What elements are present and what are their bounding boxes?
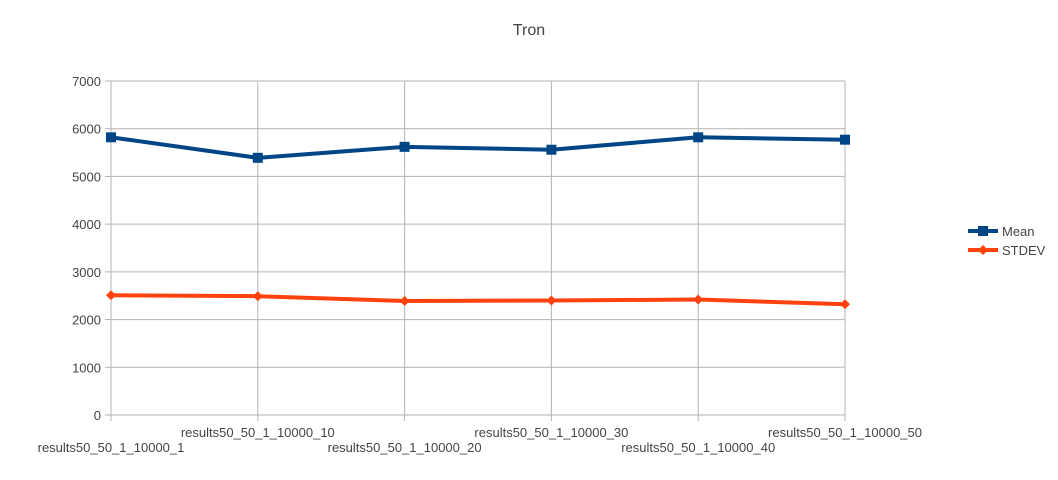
x-tick-label: results50_50_1_10000_40	[621, 440, 775, 455]
y-tick-label: 2000	[72, 313, 101, 328]
x-tick-label: results50_50_1_10000_20	[328, 440, 482, 455]
legend: Mean STDEV	[968, 224, 1046, 258]
legend-swatch-marker	[978, 226, 988, 236]
y-tick-label: 5000	[72, 169, 101, 184]
y-tick-label: 1000	[72, 360, 101, 375]
y-axis-ticks: 0 1000 2000 3000 4000 5000 6000 7000	[72, 74, 111, 423]
x-tick-label: results50_50_1_10000_10	[181, 425, 335, 440]
legend-swatch-marker	[978, 245, 988, 255]
stdev-point	[252, 291, 263, 302]
mean-point	[546, 144, 557, 155]
y-tick-label: 6000	[72, 122, 101, 137]
x-tick-label: results50_50_1_10000_30	[474, 425, 628, 440]
y-tick-label: 7000	[72, 74, 101, 89]
stdev-series	[106, 290, 850, 310]
axes	[110, 81, 845, 416]
stdev-point	[106, 290, 116, 301]
stdev-point	[693, 294, 704, 305]
x-tick-label: results50_50_1_10000_50	[768, 425, 922, 440]
stdev-point	[840, 299, 850, 310]
legend-label: STDEV	[1002, 243, 1046, 258]
grid	[110, 80, 846, 416]
chart-title: Tron	[513, 22, 545, 39]
y-tick-label: 3000	[72, 265, 101, 280]
y-tick-label: 0	[94, 408, 101, 423]
mean-point	[106, 132, 116, 143]
legend-item-mean: Mean	[968, 224, 1035, 239]
series	[106, 132, 850, 310]
legend-item-stdev: STDEV	[968, 243, 1046, 258]
x-axis-ticks: results50_50_1_10000_1results50_50_1_100…	[38, 415, 922, 455]
stdev-point	[399, 295, 410, 306]
mean-point	[693, 132, 704, 143]
stdev-point	[546, 295, 557, 306]
stdev-line	[110, 293, 846, 307]
mean-point	[840, 134, 850, 145]
x-tick-label: results50_50_1_10000_1	[38, 440, 185, 455]
mean-point	[399, 141, 410, 152]
legend-label: Mean	[1002, 224, 1035, 239]
mean-line	[110, 135, 846, 160]
y-tick-label: 4000	[72, 217, 101, 232]
mean-series	[106, 132, 850, 163]
mean-point	[252, 152, 263, 163]
